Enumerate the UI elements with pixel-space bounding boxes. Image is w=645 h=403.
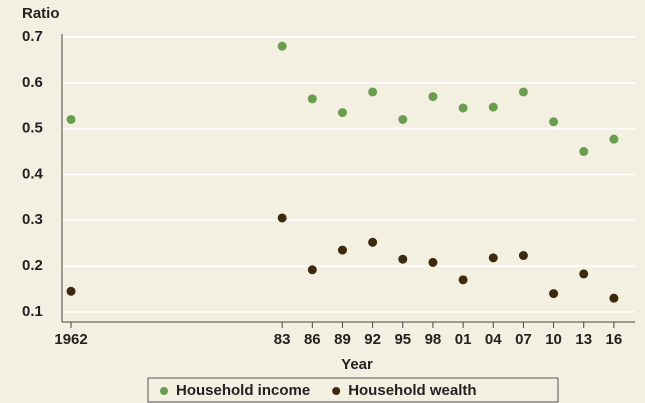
y-tick-label: 0.4 [22, 165, 44, 182]
point [398, 114, 408, 124]
x-tick-label: 92 [364, 331, 381, 348]
point [428, 257, 438, 267]
point [518, 87, 528, 97]
point [368, 87, 378, 97]
x-tick-label: 98 [425, 331, 442, 348]
point [428, 92, 438, 102]
point [579, 147, 589, 157]
x-tick-label: 89 [334, 331, 351, 348]
point [307, 265, 317, 275]
point [368, 237, 378, 247]
y-tick-label: 0.2 [22, 257, 43, 274]
y-tick-label: 0.5 [22, 120, 43, 137]
point [549, 289, 559, 299]
x-tick-label: 07 [515, 331, 532, 348]
point [398, 254, 408, 264]
y-axis-label: Ratio [22, 5, 60, 22]
x-tick-label: 01 [455, 331, 472, 348]
point [66, 286, 76, 296]
y-tick-label: 0.6 [22, 74, 43, 91]
x-tick-label: 04 [485, 331, 502, 348]
legend-marker [332, 387, 341, 395]
point [609, 293, 619, 303]
x-tick-label: 13 [575, 331, 592, 348]
legend-label: Household income [176, 382, 310, 399]
point [307, 94, 317, 104]
x-tick-label: 83 [274, 331, 291, 348]
point [488, 253, 498, 263]
legend-marker [160, 387, 168, 395]
x-tick-label: 16 [606, 331, 623, 348]
x-tick-label: 95 [394, 331, 411, 348]
point [579, 269, 589, 279]
point [488, 102, 498, 112]
y-tick-label: 0.7 [22, 28, 43, 45]
y-tick-label: 0.3 [22, 211, 43, 228]
point [609, 134, 619, 144]
point [518, 251, 528, 261]
point [277, 41, 287, 51]
point [458, 275, 468, 285]
legend-label: Household wealth [348, 382, 476, 399]
y-tick-label: 0.1 [22, 303, 43, 320]
point [277, 213, 287, 223]
x-tick-label: 10 [545, 331, 562, 348]
legend-box [147, 377, 559, 403]
point [66, 114, 76, 124]
point [337, 108, 347, 118]
x-axis-label: Year [341, 356, 373, 373]
point [549, 117, 559, 127]
x-tick-label: 1962 [54, 331, 87, 348]
point [458, 103, 468, 113]
x-tick-label: 86 [304, 331, 321, 348]
point [337, 245, 347, 255]
